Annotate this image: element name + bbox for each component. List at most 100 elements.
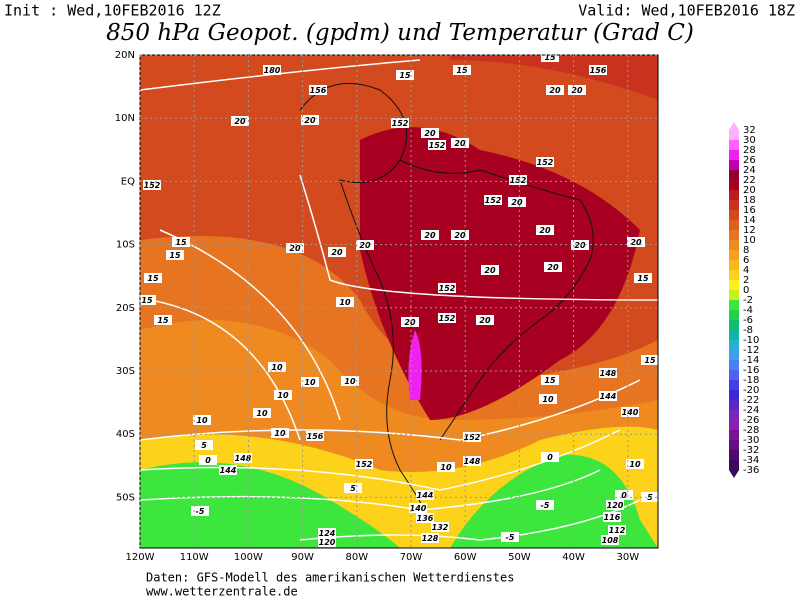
colorbar-swatch [729,210,739,221]
contour-label: 20 [359,241,371,250]
colorbar-swatch [729,380,739,391]
contour-label: 20 [549,86,561,95]
contour-label-box [234,453,252,463]
colorbar-label: -10 [743,335,759,346]
colorbar-label: 12 [743,225,756,236]
contour-label-box [463,456,481,466]
contour-label-box [546,85,564,95]
contour-label-box [438,313,456,323]
contour-label-box [166,250,184,260]
colorbar-label: -16 [743,365,759,376]
lon-label: 40W [562,552,585,563]
colorbar-swatch [729,140,739,151]
colorbar-cap-top [729,122,739,130]
colorbar-label: -24 [743,405,759,416]
colorbar-cap-bottom [729,470,739,478]
contour-label-box [253,408,271,418]
lat-label: 10N [115,113,135,124]
contour-label-box [608,525,626,535]
colorbar-label: 26 [743,155,756,166]
contour-label: 156 [307,432,324,441]
colorbar-swatch [729,420,739,431]
contour-label-box [536,157,554,167]
colorbar-label: 20 [743,185,756,196]
contour-label: 144 [600,392,617,401]
contour-label: 180 [264,66,281,75]
contour-label-box [481,265,499,275]
colorbar-label: -14 [743,355,759,366]
contour-label-box [544,262,562,272]
contour-label-box [451,138,469,148]
colorbar-label: -2 [743,295,753,306]
contour-label-box [601,535,619,545]
lon-label: 110W [180,552,209,563]
contour-label-box [396,70,414,80]
contour-label: 20 [484,266,496,275]
contour-label-box [541,375,559,385]
contour-label: 120 [319,538,336,547]
valid-time: Valid: Wed,10FEB2016 18Z [578,2,795,20]
contour-label-box [421,230,439,240]
contour-label: 15 [544,53,556,62]
colorbar-label: 32 [743,125,756,136]
colorbar-label: 8 [743,245,749,256]
lon-label: 120W [126,552,155,563]
colorbar-swatch [729,370,739,381]
colorbar-label: 24 [743,165,756,176]
colorbar-label: -36 [743,465,759,476]
lat-label: EQ [121,176,135,187]
contour-label: 0 [547,453,553,462]
colorbar-swatch [729,430,739,441]
contour-label-box [143,180,161,190]
contour-label-box [416,490,434,500]
contour-label-box [484,195,502,205]
contour-label-box [634,273,652,283]
contour-label: 148 [235,454,252,463]
contour-label-box [409,503,427,513]
colorbar-swatch [729,230,739,241]
lon-label: 100W [234,552,263,563]
contour-label-box [274,390,292,400]
colorbar-label: 22 [743,175,756,186]
colorbar-label: -34 [743,455,759,466]
contour-label: 0 [621,491,627,500]
footer-source: Daten: GFS-Modell des amerikanischen Wet… [146,571,514,585]
contour-label: 20 [234,117,246,126]
contour-label: -5 [541,501,550,510]
colorbar-swatch [729,340,739,351]
colorbar-label: 18 [743,195,756,206]
contour-label: 20 [454,231,466,240]
contour-label-box [355,459,373,469]
contour-label: 152 [439,284,456,293]
contour-label-box [391,118,409,128]
lat-label: 10S [116,240,135,251]
contour-label: 152 [485,196,502,205]
lat-label: 20N [115,50,135,61]
contour-label: 0 [205,456,211,465]
lon-label: 80W [345,552,368,563]
contour-label-box [536,500,554,510]
contour-label: 152 [144,181,161,190]
colorbar-swatch [729,460,739,471]
contour-label: 10 [274,429,286,438]
colorbar-label: 28 [743,145,756,156]
contour-label: 152 [392,119,409,128]
contour-label-box [416,513,434,523]
colorbar-label: 0 [743,285,749,296]
contour-label: 15 [175,238,187,247]
contour-label-box [476,315,494,325]
contour-label-box [599,368,617,378]
contour-label-box [627,237,645,247]
contour-label: 20 [454,139,466,148]
contour-label-box [641,492,658,502]
contour-label: 152 [537,158,554,167]
contour-label: 10 [542,395,554,404]
contour-label-box [268,362,286,372]
contour-label: 20 [479,316,491,325]
contour-label-box [271,428,289,438]
lon-label: 30W [616,552,639,563]
contour-label: 148 [464,457,481,466]
contour-label: 10 [196,416,208,425]
contour-label-box [193,415,211,425]
